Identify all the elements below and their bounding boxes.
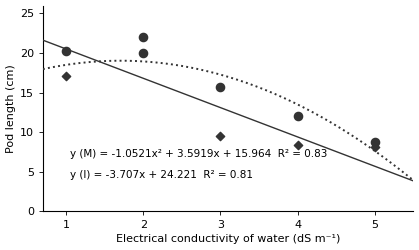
Y-axis label: Pod length (cm): Pod length (cm) bbox=[5, 64, 16, 153]
Point bbox=[63, 74, 70, 78]
Point bbox=[217, 85, 224, 89]
Point bbox=[140, 51, 147, 55]
Point bbox=[294, 143, 301, 147]
Point bbox=[63, 49, 70, 53]
Text: y (I) = -3.707x + 24.221  R² = 0.81: y (I) = -3.707x + 24.221 R² = 0.81 bbox=[70, 170, 253, 180]
Text: y (M) = -1.0521x² + 3.5919x + 15.964  R² = 0.83: y (M) = -1.0521x² + 3.5919x + 15.964 R² … bbox=[70, 150, 327, 160]
Point bbox=[217, 134, 224, 138]
Point bbox=[294, 114, 301, 117]
Point bbox=[372, 140, 378, 144]
Point bbox=[372, 145, 378, 149]
Point bbox=[140, 35, 147, 39]
X-axis label: Electrical conductivity of water (dS m⁻¹): Electrical conductivity of water (dS m⁻¹… bbox=[116, 234, 340, 244]
